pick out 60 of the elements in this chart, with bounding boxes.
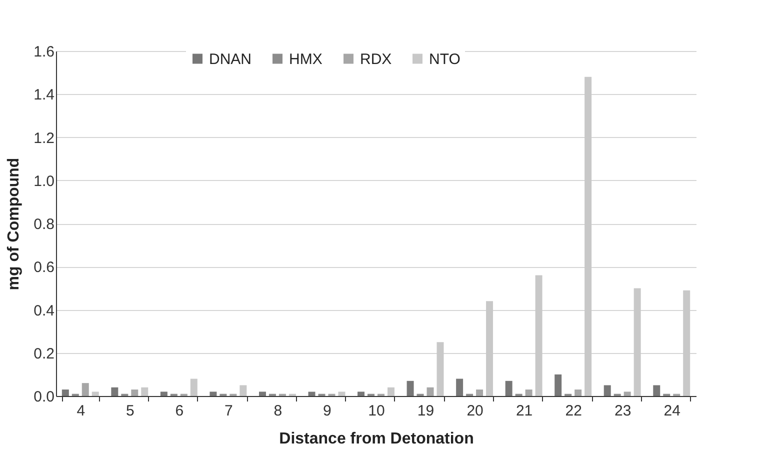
bar (554, 374, 562, 396)
bar (436, 342, 444, 396)
bar (92, 392, 99, 396)
bar (308, 392, 316, 396)
bar (160, 392, 168, 396)
y-tick-label: 0.4 (34, 302, 54, 320)
y-tick-label: 1.4 (34, 86, 54, 104)
x-tick-label: 10 (368, 402, 385, 420)
bar (683, 290, 690, 396)
bar (584, 76, 592, 396)
bar (358, 392, 365, 396)
bar (634, 288, 641, 396)
x-tick-label: 22 (565, 402, 582, 420)
x-tick-label: 6 (175, 402, 184, 420)
x-tick-label: 5 (126, 402, 134, 420)
x-tick-label: 23 (614, 402, 632, 420)
bar (535, 275, 542, 396)
x-tick-label: 7 (224, 402, 233, 420)
legend-label: RDX (360, 50, 392, 68)
x-tick-label: 19 (417, 402, 434, 420)
bar (486, 301, 494, 396)
bar (653, 385, 660, 396)
legend-label: NTO (429, 50, 460, 68)
y-tick-label: 0.6 (34, 259, 54, 276)
bar (604, 385, 611, 396)
bar (406, 380, 414, 396)
y-tick-label: 1.6 (34, 44, 54, 60)
x-tick-label: 9 (323, 402, 332, 420)
y-tick-label: 1.0 (34, 172, 54, 190)
bar (525, 390, 532, 396)
bar (62, 390, 69, 396)
bar (141, 387, 148, 396)
y-tick-label: 0.2 (34, 345, 54, 362)
bar (426, 387, 434, 396)
x-tick-label: 24 (664, 402, 680, 420)
x-tick-label: 21 (516, 402, 533, 420)
bar (258, 392, 266, 396)
x-axis-title: Distance from Detonation (279, 430, 474, 448)
x-tick-label: 20 (466, 402, 484, 420)
bar (456, 378, 464, 396)
bar (240, 385, 247, 396)
bar (82, 383, 89, 396)
bar (505, 380, 512, 396)
bar (190, 378, 198, 396)
x-tick-label: 8 (274, 402, 282, 420)
y-tick-label: 0.0 (34, 388, 54, 406)
bar (338, 392, 346, 396)
bar (210, 392, 217, 396)
y-axis-title: mg of Compound (6, 158, 23, 290)
bar (387, 387, 394, 396)
legend-label: HMX (289, 50, 322, 68)
bar (574, 390, 582, 396)
y-tick-label: 0.8 (34, 216, 54, 233)
bar (131, 390, 138, 396)
legend-label: DNAN (209, 50, 252, 68)
bar (476, 390, 484, 396)
y-tick-label: 1.2 (34, 130, 54, 147)
bar (111, 387, 118, 396)
x-tick-label: 4 (76, 402, 86, 420)
bar (624, 392, 631, 396)
